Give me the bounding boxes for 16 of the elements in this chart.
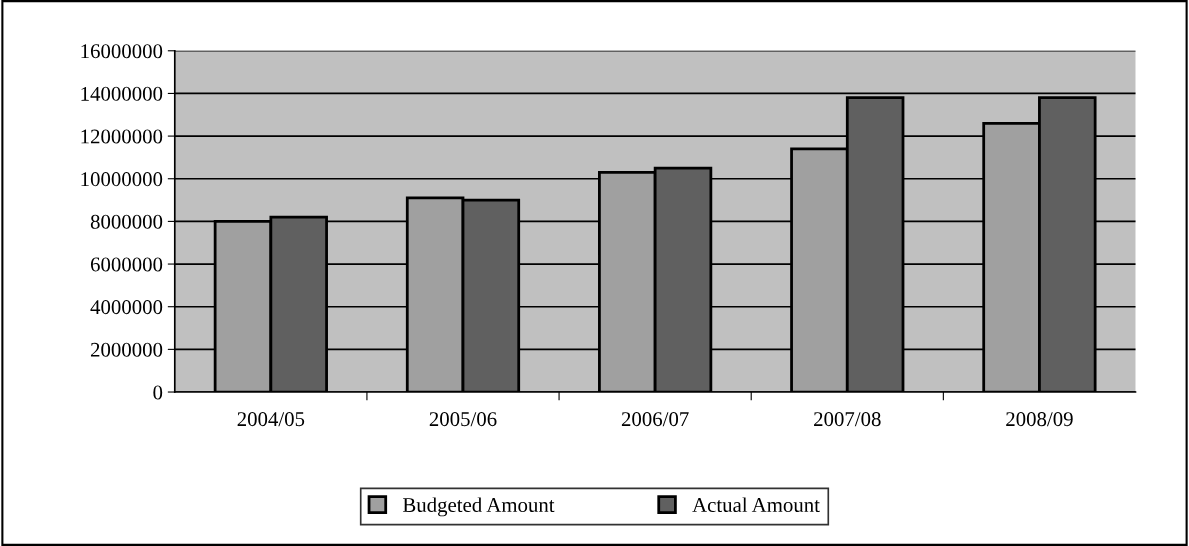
y-tick-label: 2000000 — [90, 342, 163, 357]
y-tick-label: 6000000 — [90, 257, 163, 272]
x-tick-label: 2006/07 — [621, 412, 689, 427]
y-tick-label: 0 — [153, 385, 163, 400]
y-tick-label: 10000000 — [81, 172, 163, 187]
y-tick-label: 14000000 — [81, 86, 163, 101]
x-tick-label: 2007/08 — [814, 412, 881, 427]
y-tick-label: 8000000 — [90, 214, 163, 229]
y-tick-label: 4000000 — [90, 300, 163, 315]
legend-label: Budgeted Amount — [402, 497, 555, 517]
x-tick-label: 2008/09 — [1006, 412, 1073, 427]
x-tick-label: 2004/05 — [237, 412, 305, 427]
legend-label: Actual Amount — [692, 497, 820, 513]
x-tick-label: 2005/06 — [429, 412, 497, 427]
y-tick-label: 12000000 — [81, 129, 163, 144]
y-tick-label: 16000000 — [81, 44, 163, 59]
